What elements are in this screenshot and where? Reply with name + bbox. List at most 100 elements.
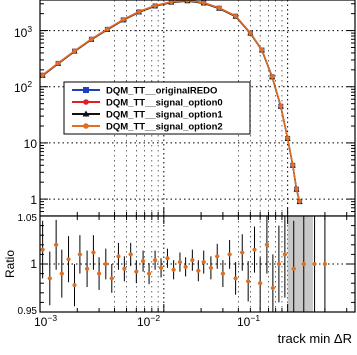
ratio-point (128, 252, 133, 257)
legend-label: DQM_TT__signal_option0 (106, 98, 223, 109)
ratio-point (91, 250, 96, 255)
x-tick-label-1e-2: 10−2 (137, 313, 160, 329)
data-point (40, 72, 45, 78)
ratio-point (264, 242, 269, 247)
data-point (248, 30, 253, 36)
data-point (89, 36, 94, 42)
ratio-point (322, 262, 327, 266)
legend-entry-option0: DQM_TT__signal_option0 (72, 98, 223, 109)
ratio-point (201, 260, 206, 265)
ratio-tick-label-1-05: 1.05 (18, 213, 38, 224)
ratio-point (233, 276, 238, 281)
ratio-point (72, 283, 77, 288)
ratio-point (312, 262, 317, 266)
legend-label: DQM_TT__signal_option1 (106, 110, 223, 121)
data-point (285, 136, 290, 141)
y-tick-label-100: 102 (14, 79, 32, 95)
ratio-panel: 1.05 1 0.95 Ratio (3, 213, 356, 317)
ratio-point (208, 265, 213, 270)
ratio-point (54, 242, 59, 247)
ratio-frame (39, 215, 356, 313)
ratio-point (252, 247, 257, 252)
y-tick-label-1000: 103 (14, 24, 32, 40)
ratio-point (122, 266, 127, 271)
ratio-point (258, 281, 263, 286)
main-y-axis: 103 102 10 1 (14, 24, 37, 207)
ratio-point (183, 264, 188, 269)
y-tick-label-10: 10 (24, 137, 38, 151)
ratio-point (165, 256, 170, 261)
x-tick-label-1e-1: 10−1 (237, 313, 260, 329)
ratio-point (85, 266, 90, 271)
ratio-point (159, 265, 164, 270)
ratio-point (246, 279, 251, 284)
ratio-point (109, 276, 114, 281)
ratio-point (227, 252, 232, 257)
data-point (294, 186, 299, 192)
legend-entry-option2: DQM_TT__signal_option2 (72, 122, 223, 133)
ratio-point (171, 267, 176, 272)
legend: DQM_TT__originalREDO DQM_TT__signal_opti… (63, 81, 251, 135)
legend-label: DQM_TT__signal_option2 (106, 122, 223, 133)
ratio-point (59, 271, 64, 276)
ratio-point (103, 262, 108, 266)
ratio-y-axis: 1.05 1 0.95 (18, 213, 38, 317)
y-tick-label-1: 1 (30, 193, 37, 207)
data-point (297, 199, 302, 204)
ratio-point (190, 258, 195, 263)
ratio-point (153, 258, 158, 263)
x-axis-label: track min ΔR (278, 331, 352, 346)
data-point (136, 9, 142, 14)
ratio-axis-label: Ratio (3, 250, 17, 278)
main-panel: 103 102 10 1 (14, 0, 356, 217)
data-point (201, 0, 206, 6)
ratio-point (196, 268, 201, 273)
data-point (72, 48, 77, 54)
ratio-point (301, 262, 306, 266)
legend-label: DQM_TT__originalREDO (106, 86, 217, 97)
ratio-point (177, 260, 182, 265)
data-point (269, 74, 275, 79)
data-point (290, 162, 295, 168)
ratio-point (291, 266, 296, 271)
ratio-point (276, 262, 281, 266)
ratio-point (116, 254, 121, 259)
ratio-point (134, 269, 139, 274)
data-point (121, 17, 126, 22)
ratio-point (97, 271, 102, 276)
data-point (259, 47, 265, 53)
ratio-tick-label-1: 1 (30, 257, 37, 271)
ratio-tick-label-0-95: 0.95 (18, 306, 38, 317)
legend-marker-square (83, 87, 89, 93)
data-point (216, 5, 222, 11)
data-point (185, 0, 190, 3)
data-point (278, 103, 283, 109)
main-grid (39, 0, 355, 216)
x-axis: 10−3 10−2 10−1 track min ΔR (34, 313, 352, 346)
legend-marker-triangle (82, 110, 90, 117)
ratio-point (270, 286, 275, 290)
main-plot-area (40, 0, 303, 205)
data-point (233, 13, 238, 19)
ratio-point (220, 271, 225, 276)
legend-marker-circle (83, 99, 89, 105)
data-point (152, 3, 158, 8)
ratio-point (66, 257, 71, 262)
data-point (55, 61, 61, 66)
data-point (105, 27, 110, 32)
legend-marker-circle (83, 123, 89, 129)
ratio-point (215, 254, 220, 259)
ratio-point (40, 247, 45, 252)
ratio-point (77, 252, 82, 257)
legend-entry-option1: DQM_TT__signal_option1 (72, 110, 223, 121)
ratio-point (47, 276, 52, 281)
ratio-point (141, 259, 146, 264)
data-point (169, 0, 174, 5)
ratio-point (282, 252, 287, 257)
x-tick-label-1e-3: 10−3 (34, 313, 57, 329)
ratio-plot-area (40, 216, 327, 312)
ratio-point (240, 250, 245, 255)
ratio-uncertainty-band (287, 216, 313, 312)
legend-entry-originalredo: DQM_TT__originalREDO (72, 86, 217, 97)
ratio-point (147, 271, 152, 276)
